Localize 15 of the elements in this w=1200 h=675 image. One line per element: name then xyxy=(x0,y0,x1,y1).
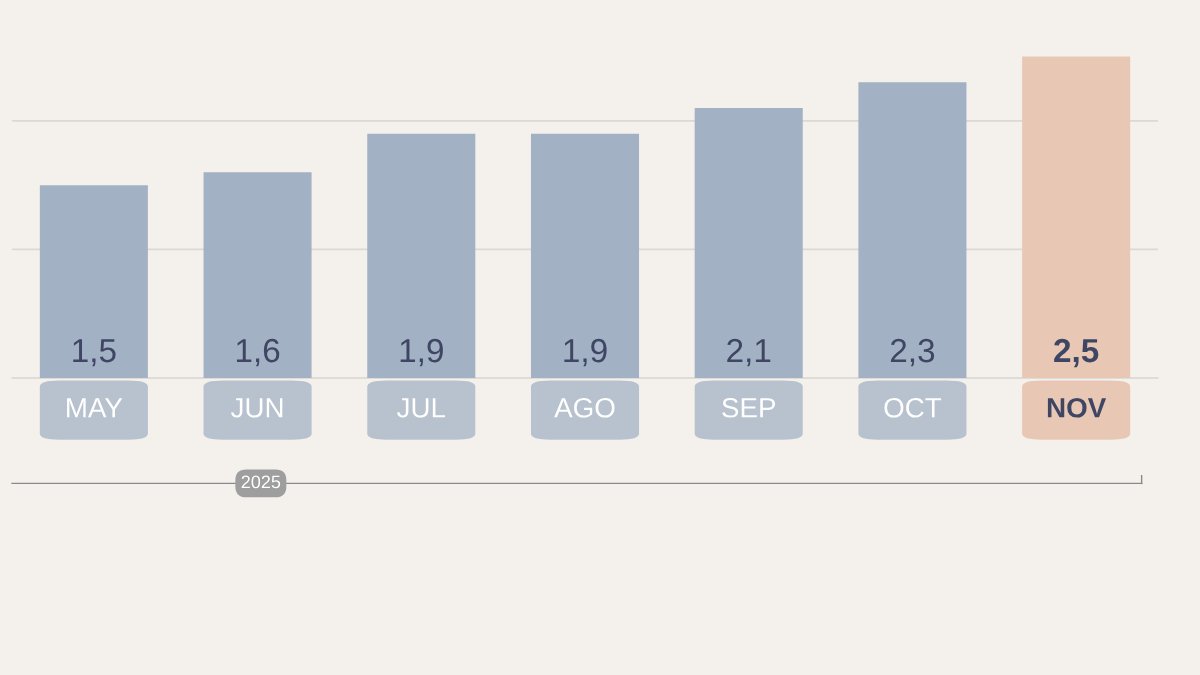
data-label: 1,6 xyxy=(236,338,280,367)
x-tick-label: SEP xyxy=(722,397,776,418)
x-tick-label: JUN xyxy=(231,398,283,418)
x-tick-label: MAY xyxy=(67,398,123,418)
x-tick-label: NOV xyxy=(1047,397,1107,418)
data-label: 2,3 xyxy=(890,338,935,367)
x-tick-label: JUL xyxy=(397,398,446,418)
x-tick-label: OCT xyxy=(884,397,942,418)
x-tick-label: AGO xyxy=(554,397,615,418)
data-label: 1,9 xyxy=(564,338,607,367)
data-label: 2,1 xyxy=(727,338,771,367)
data-label: 1,5 xyxy=(73,339,116,367)
data-label: 2,5 xyxy=(1054,338,1099,368)
data-label: 1,9 xyxy=(400,338,443,367)
text: 2025 xyxy=(241,475,281,489)
